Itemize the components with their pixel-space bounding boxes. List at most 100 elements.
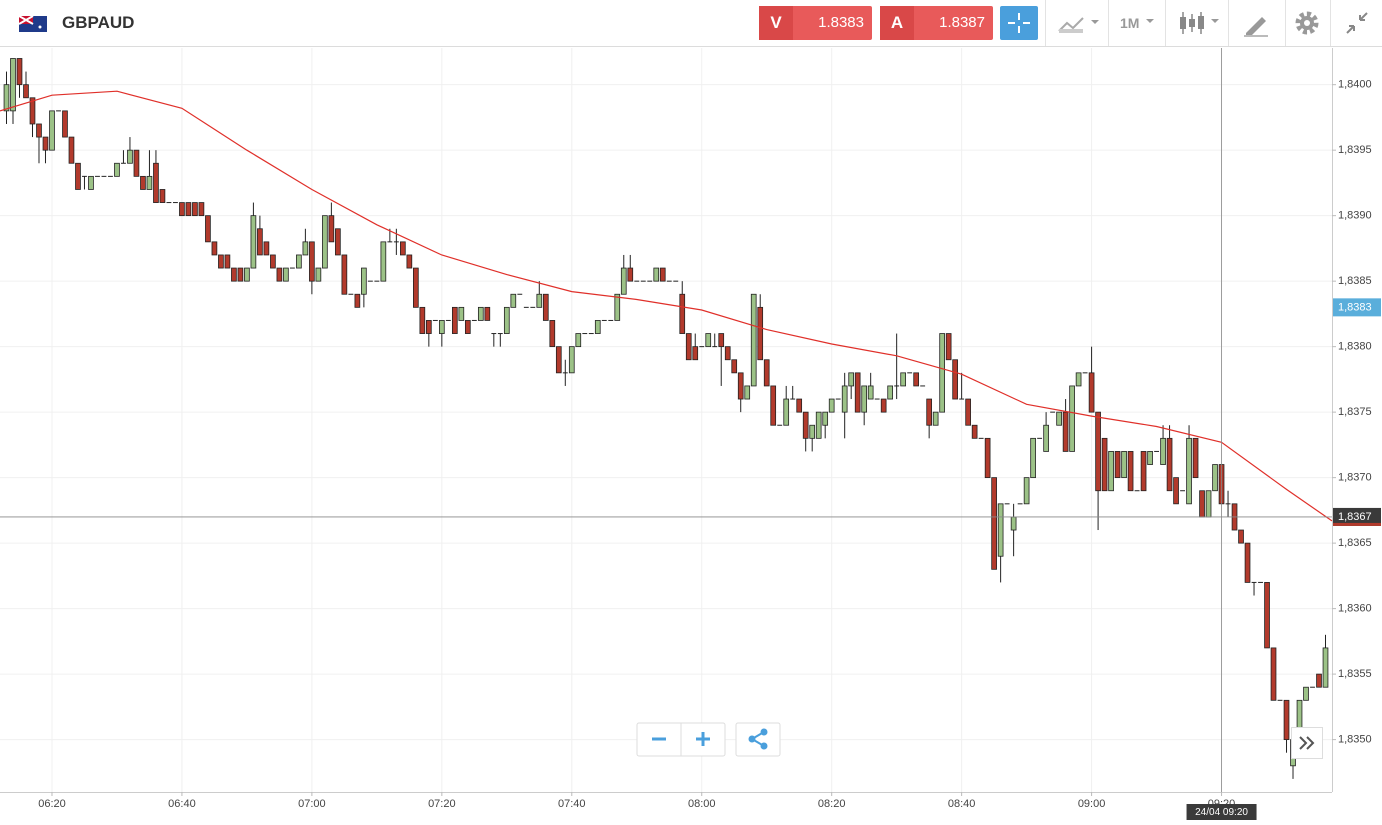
chart-type-button[interactable] <box>1056 9 1106 39</box>
candle-body <box>802 411 809 439</box>
candle-body <box>750 293 757 387</box>
candle-body <box>341 254 348 295</box>
candle-body <box>1186 437 1192 505</box>
candle-body <box>114 162 120 177</box>
candle-body <box>887 385 894 400</box>
candle-body <box>419 306 426 334</box>
candle-body <box>205 215 211 243</box>
candle-body <box>250 215 257 269</box>
candle-body <box>757 306 764 361</box>
candle-body <box>549 320 556 348</box>
y-tick-label: 1,8390 <box>1338 210 1372 222</box>
candle-body <box>380 241 387 282</box>
y-tick-label: 1,8395 <box>1338 144 1372 156</box>
share-button[interactable] <box>735 722 781 757</box>
candle-body <box>1127 451 1134 492</box>
candle-body <box>503 306 510 334</box>
separator <box>1330 0 1331 46</box>
sell-price: 1.8383 <box>818 14 864 31</box>
toolbar: GBPAUD V 1.8383 A 1.8387 1M <box>0 0 1382 47</box>
candle-body <box>185 202 192 217</box>
candle-body <box>867 385 874 400</box>
candle-body <box>783 398 790 426</box>
x-tick-label: 07:20 <box>428 798 456 810</box>
buy-price: 1.8387 <box>939 14 985 31</box>
crosshair-button[interactable] <box>1000 6 1038 40</box>
candle-body <box>809 424 816 439</box>
timeframe[interactable]: 1M <box>1120 15 1140 31</box>
candle-body <box>1043 424 1049 452</box>
x-tick-label: 08:20 <box>818 798 846 810</box>
y-tick-label: 1,8385 <box>1338 275 1372 287</box>
candle-body <box>854 372 861 413</box>
candle-body <box>211 241 218 256</box>
candle-body <box>594 320 601 334</box>
candle-body <box>1244 542 1251 583</box>
scroll-end-button[interactable] <box>1291 727 1323 759</box>
candle-body <box>627 267 634 282</box>
candle-body <box>1056 411 1062 426</box>
candle-body <box>237 267 244 282</box>
candle-body <box>1023 477 1030 505</box>
candle-body <box>3 84 10 112</box>
price-marker-underline <box>1333 522 1381 526</box>
candle-body <box>1283 699 1290 741</box>
candle-body <box>705 333 712 348</box>
candle-body <box>620 267 627 295</box>
sell-button[interactable]: V 1.8383 <box>759 6 872 40</box>
candle-body <box>991 477 997 570</box>
candle-body <box>965 398 971 426</box>
dropdown-arrow <box>1146 19 1154 23</box>
candle-body <box>932 411 939 426</box>
candle-body <box>270 254 276 269</box>
settings-button[interactable] <box>1293 8 1323 38</box>
candle-body <box>939 333 945 413</box>
collapse-button[interactable] <box>1343 9 1373 39</box>
candle-body <box>971 424 978 439</box>
separator <box>1045 0 1046 46</box>
candle-body <box>724 346 731 361</box>
price-marker-label: 1,8383 <box>1338 301 1372 313</box>
candle-body <box>133 149 140 177</box>
candle-body <box>49 110 55 151</box>
y-tick-label: 1,8375 <box>1338 406 1372 418</box>
candle-body <box>1062 411 1069 452</box>
candle-body <box>224 254 231 269</box>
candle-type-button[interactable] <box>1176 8 1226 38</box>
x-tick-label: 08:40 <box>948 798 976 810</box>
candle-body <box>400 241 406 256</box>
candle-body <box>913 372 919 387</box>
candle-body <box>1192 437 1199 479</box>
candle-body <box>464 320 471 334</box>
candle-body <box>438 320 445 334</box>
candle-body <box>1088 372 1095 413</box>
candle-body <box>510 293 517 308</box>
candle-body <box>692 346 699 361</box>
candle-body <box>763 359 770 387</box>
separator <box>1165 0 1166 46</box>
candle-body <box>413 267 419 308</box>
candle-body <box>1140 451 1147 492</box>
candle-body <box>192 202 198 217</box>
candle-body <box>62 110 68 138</box>
zoom-in[interactable] <box>696 732 710 746</box>
symbol[interactable]: GBPAUD <box>62 13 135 32</box>
candle-body <box>153 162 159 203</box>
candle-body <box>127 149 133 164</box>
candle-body <box>555 346 562 374</box>
candle-body <box>16 58 23 86</box>
crosshair-time-box <box>1186 804 1257 820</box>
candle-body <box>302 241 309 256</box>
draw-button[interactable] <box>1242 9 1272 39</box>
candle-body <box>1238 529 1244 544</box>
candle-body <box>159 189 166 203</box>
candle-body <box>926 398 932 426</box>
buy-button[interactable]: A 1.8387 <box>880 6 993 40</box>
candle-body <box>75 162 81 190</box>
candle-body <box>575 333 582 348</box>
candle-body <box>737 372 744 400</box>
buy-label: A <box>880 6 914 40</box>
flag-icon <box>19 15 47 32</box>
candle-body <box>406 254 413 269</box>
